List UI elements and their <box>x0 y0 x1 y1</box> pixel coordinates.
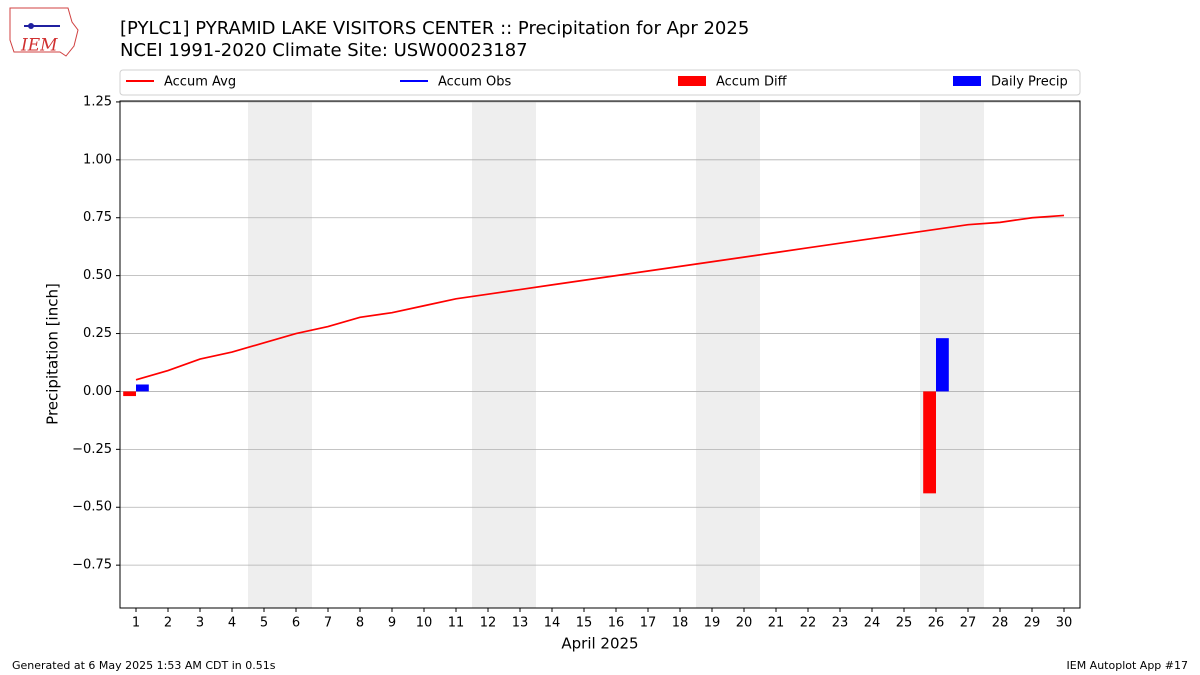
chart-subtitle: NCEI 1991-2020 Climate Site: USW00023187 <box>120 40 528 61</box>
weekend-band <box>472 101 536 608</box>
plot-frame <box>119 100 1081 609</box>
logo-text: IEM <box>20 36 58 56</box>
x-tick-label: 29 <box>1024 616 1041 631</box>
y-tick-label: 0.25 <box>83 326 112 341</box>
x-tick-label: 24 <box>864 616 881 631</box>
x-tick-label: 20 <box>736 616 753 631</box>
x-tick-label: 18 <box>672 616 689 631</box>
x-tick-label: 14 <box>544 616 561 631</box>
x-tick-label: 8 <box>356 616 364 631</box>
legend-swatch <box>678 76 706 86</box>
x-tick-label: 6 <box>292 616 300 631</box>
legend-swatch <box>953 76 981 86</box>
y-tick-label: −0.75 <box>72 558 112 573</box>
logo-outline <box>9 7 79 57</box>
x-tick-label: 19 <box>704 616 721 631</box>
x-tick-label: 28 <box>992 616 1009 631</box>
x-tick-label: 23 <box>832 616 849 631</box>
y-tick-label: −0.50 <box>72 500 112 515</box>
legend <box>119 69 1081 96</box>
x-tick-label: 25 <box>896 616 913 631</box>
x-tick-label: 4 <box>228 616 236 631</box>
x-tick-label: 13 <box>512 616 529 631</box>
y-tick-label: 0.50 <box>83 268 112 283</box>
x-tick-label: 5 <box>260 616 268 631</box>
footer-left: Generated at 6 May 2025 1:53 AM CDT in 0… <box>12 659 276 672</box>
bar <box>136 384 149 392</box>
x-tick-label: 1 <box>132 616 140 631</box>
x-tick-label: 11 <box>448 616 465 631</box>
x-tick-label: 26 <box>928 616 945 631</box>
x-tick-label: 7 <box>324 616 332 631</box>
footer-right: IEM Autoplot App #17 <box>1067 659 1189 672</box>
x-tick-label: 21 <box>768 616 785 631</box>
x-tick-label: 15 <box>576 616 593 631</box>
y-tick-label: −0.25 <box>72 442 112 457</box>
y-axis-label: Precipitation [inch] <box>44 283 62 425</box>
x-tick-label: 12 <box>480 616 497 631</box>
bar <box>936 338 949 392</box>
weekend-band <box>248 101 312 608</box>
legend-label: Accum Obs <box>438 75 511 90</box>
x-tick-label: 2 <box>164 616 172 631</box>
bar <box>123 391 136 397</box>
legend-label: Daily Precip <box>991 75 1068 90</box>
y-tick-label: 0.00 <box>83 384 112 399</box>
x-tick-label: 27 <box>960 616 977 631</box>
x-tick-label: 9 <box>388 616 396 631</box>
y-tick-label: 1.25 <box>83 94 112 109</box>
logo-dot <box>28 23 34 29</box>
line <box>135 214 1065 381</box>
logo: IEM <box>9 7 79 57</box>
x-tick-label: 22 <box>800 616 817 631</box>
x-tick-label: 17 <box>640 616 657 631</box>
x-axis-label: April 2025 <box>561 635 638 653</box>
legend-label: Accum Avg <box>164 75 236 90</box>
x-tick-label: 30 <box>1056 616 1073 631</box>
weekend-band <box>920 101 984 608</box>
bar <box>923 391 936 494</box>
x-tick-label: 10 <box>416 616 433 631</box>
x-tick-label: 3 <box>196 616 204 631</box>
y-tick-label: 1.00 <box>83 152 112 167</box>
chart-title: [PYLC1] PYRAMID LAKE VISITORS CENTER :: … <box>120 18 749 39</box>
y-tick-label: 0.75 <box>83 210 112 225</box>
weekend-band <box>696 101 760 608</box>
legend-label: Accum Diff <box>716 75 788 90</box>
x-tick-label: 16 <box>608 616 625 631</box>
